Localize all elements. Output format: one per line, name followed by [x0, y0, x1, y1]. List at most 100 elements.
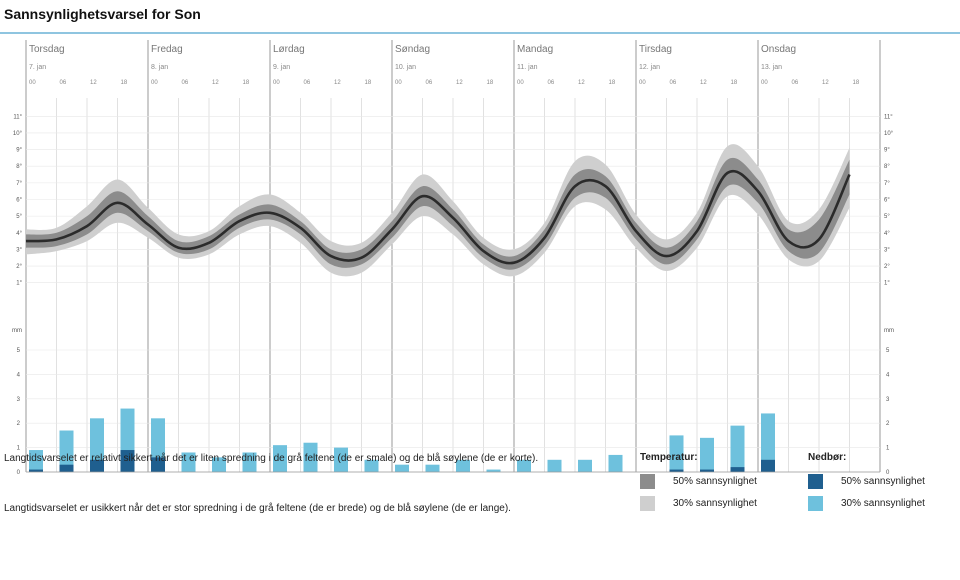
- temperature-30-swatch: [640, 495, 655, 511]
- hour-tick-label: 00: [395, 80, 402, 86]
- precipitation-bar-30: [761, 413, 775, 472]
- day-name-label: Lørdag: [273, 44, 305, 55]
- precipitation-axis-tick-left: 4: [17, 372, 21, 378]
- day-date-label: 9. jan: [273, 64, 290, 71]
- temperature-axis-tick-left: 3°: [16, 247, 22, 253]
- hour-tick-label: 06: [304, 80, 311, 86]
- precipitation-legend-30: 30% sannsynlighet: [808, 492, 925, 514]
- precipitation-bar-30: [181, 452, 196, 472]
- temperature-axis-tick-right: 7°: [884, 181, 890, 187]
- precipitation-axis-tick-right: 2: [886, 421, 890, 427]
- hour-tick-label: 00: [29, 80, 36, 86]
- precipitation-bar-30: [486, 469, 501, 472]
- hour-tick-label: 12: [212, 80, 219, 86]
- precipitation-axis-tick-left: 1: [17, 446, 21, 452]
- temperature-50-label: 50% sannsynlighet: [673, 475, 757, 487]
- temperature-axis-tick-left: 4°: [16, 231, 22, 237]
- precipitation-axis-tick-left: 3: [17, 397, 21, 403]
- hour-tick-label: 00: [151, 80, 158, 86]
- hour-tick-label: 18: [853, 80, 860, 86]
- day-date-label: 12. jan: [639, 64, 660, 71]
- precipitation-axis-tick-right: 5: [886, 348, 890, 354]
- day-date-label: 11. jan: [517, 64, 538, 71]
- precipitation-bar-30: [303, 442, 318, 472]
- precipitation-legend-header: Nedbør:: [808, 452, 847, 463]
- hour-tick-label: 06: [60, 80, 67, 86]
- hour-tick-label: 06: [792, 80, 799, 86]
- temperature-axis-tick-right: 4°: [884, 231, 890, 237]
- temperature-axis-tick-left: 5°: [16, 214, 22, 220]
- precipitation-unit-left: mm: [12, 328, 22, 334]
- hour-tick-label: 12: [700, 80, 707, 86]
- day-name-label: Søndag: [395, 44, 430, 55]
- temperature-median-line: [25, 169, 851, 265]
- precipitation-axis-tick-right: 0: [886, 470, 890, 476]
- precipitation-legend: Nedbør: 50% sannsynlighet 30% sannsynlig…: [808, 452, 925, 514]
- temperature-30-label: 30% sannsynlighet: [673, 497, 757, 509]
- precipitation-bar-30: [547, 459, 562, 472]
- precipitation-bar-50: [730, 467, 745, 472]
- hour-tick-label: 18: [731, 80, 738, 86]
- hour-tick-label: 12: [334, 80, 341, 86]
- hour-tick-label: 18: [365, 80, 372, 86]
- precipitation-bar-50: [59, 464, 74, 472]
- precipitation-unit-right: mm: [884, 328, 894, 334]
- day-date-label: 13. jan: [761, 64, 782, 71]
- precipitation-bar-30: [90, 418, 104, 472]
- legend-note-narrow: Langtidsvarselet er relativt sikkert når…: [4, 453, 539, 464]
- hour-tick-label: 00: [639, 80, 646, 86]
- day-name-label: Tirsdag: [639, 44, 672, 55]
- day-date-label: 8. jan: [151, 64, 168, 71]
- hour-tick-label: 12: [90, 80, 97, 86]
- hour-tick-label: 06: [548, 80, 555, 86]
- temperature-axis-tick-right: 1°: [884, 281, 890, 287]
- hour-tick-label: 00: [761, 80, 768, 86]
- precipitation-axis-tick-right: 1: [886, 446, 890, 452]
- temperature-axis-tick-left: 11°: [13, 114, 22, 120]
- precipitation-bar-30: [608, 454, 623, 472]
- temperature-axis-tick-left: 6°: [16, 198, 22, 204]
- temperature-axis-tick-right: 10°: [884, 131, 894, 137]
- page-title: Sannsynlighetsvarsel for Son: [4, 6, 201, 22]
- precipitation-axis-tick-left: 2: [17, 421, 21, 427]
- hour-tick-label: 12: [822, 80, 829, 86]
- precipitation-axis-tick-left: 0: [17, 470, 21, 476]
- precipitation-bar-50: [761, 459, 775, 472]
- precipitation-bar-30: [59, 430, 74, 472]
- legend-note-wide: Langtidsvarselet er usikkert når det er …: [4, 503, 511, 514]
- hour-tick-label: 12: [456, 80, 463, 86]
- precipitation-bar-30: [730, 425, 745, 472]
- hour-tick-label: 18: [121, 80, 128, 86]
- precipitation-bar-30: [29, 450, 43, 472]
- temperature-legend-50: 50% sannsynlighet: [640, 470, 757, 492]
- day-name-label: Mandag: [517, 44, 553, 55]
- precipitation-bar-30: [669, 435, 684, 472]
- precipitation-bar-30: [212, 457, 226, 472]
- precipitation-bar-30: [425, 464, 440, 472]
- precipitation-bar-30: [517, 459, 531, 472]
- day-name-label: Onsdag: [761, 44, 796, 55]
- precipitation-bar-50: [90, 459, 104, 472]
- temperature-axis-tick-left: 10°: [13, 131, 23, 137]
- precipitation-bar-30: [700, 437, 714, 472]
- precipitation-30-swatch: [808, 495, 823, 511]
- precipitation-bar-30: [273, 445, 287, 472]
- temperature-axis-tick-left: 9°: [16, 148, 22, 154]
- temperature-axis-tick-left: 2°: [16, 264, 22, 270]
- temperature-axis-tick-right: 8°: [884, 164, 890, 170]
- hour-tick-label: 06: [670, 80, 677, 86]
- temperature-axis-tick-right: 9°: [884, 148, 890, 154]
- precipitation-bar-50: [700, 469, 714, 472]
- day-date-label: 10. jan: [395, 64, 416, 71]
- temperature-50-swatch: [640, 473, 655, 489]
- temperature-legend-header: Temperatur:: [640, 452, 698, 463]
- hour-tick-label: 00: [517, 80, 524, 86]
- hour-tick-label: 12: [578, 80, 585, 86]
- precipitation-legend-50: 50% sannsynlighet: [808, 470, 925, 492]
- temperature-axis-tick-right: 3°: [884, 247, 890, 253]
- hour-tick-label: 00: [273, 80, 280, 86]
- hour-tick-label: 06: [426, 80, 433, 86]
- precipitation-bar-30: [242, 452, 257, 472]
- precipitation-bar-30: [364, 459, 379, 472]
